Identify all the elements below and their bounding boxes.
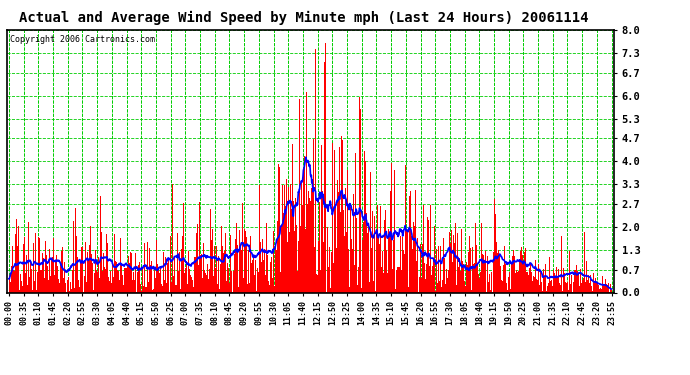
- Text: Copyright 2006 Cartronics.com: Copyright 2006 Cartronics.com: [10, 35, 155, 44]
- Text: Actual and Average Wind Speed by Minute mph (Last 24 Hours) 20061114: Actual and Average Wind Speed by Minute …: [19, 11, 589, 26]
